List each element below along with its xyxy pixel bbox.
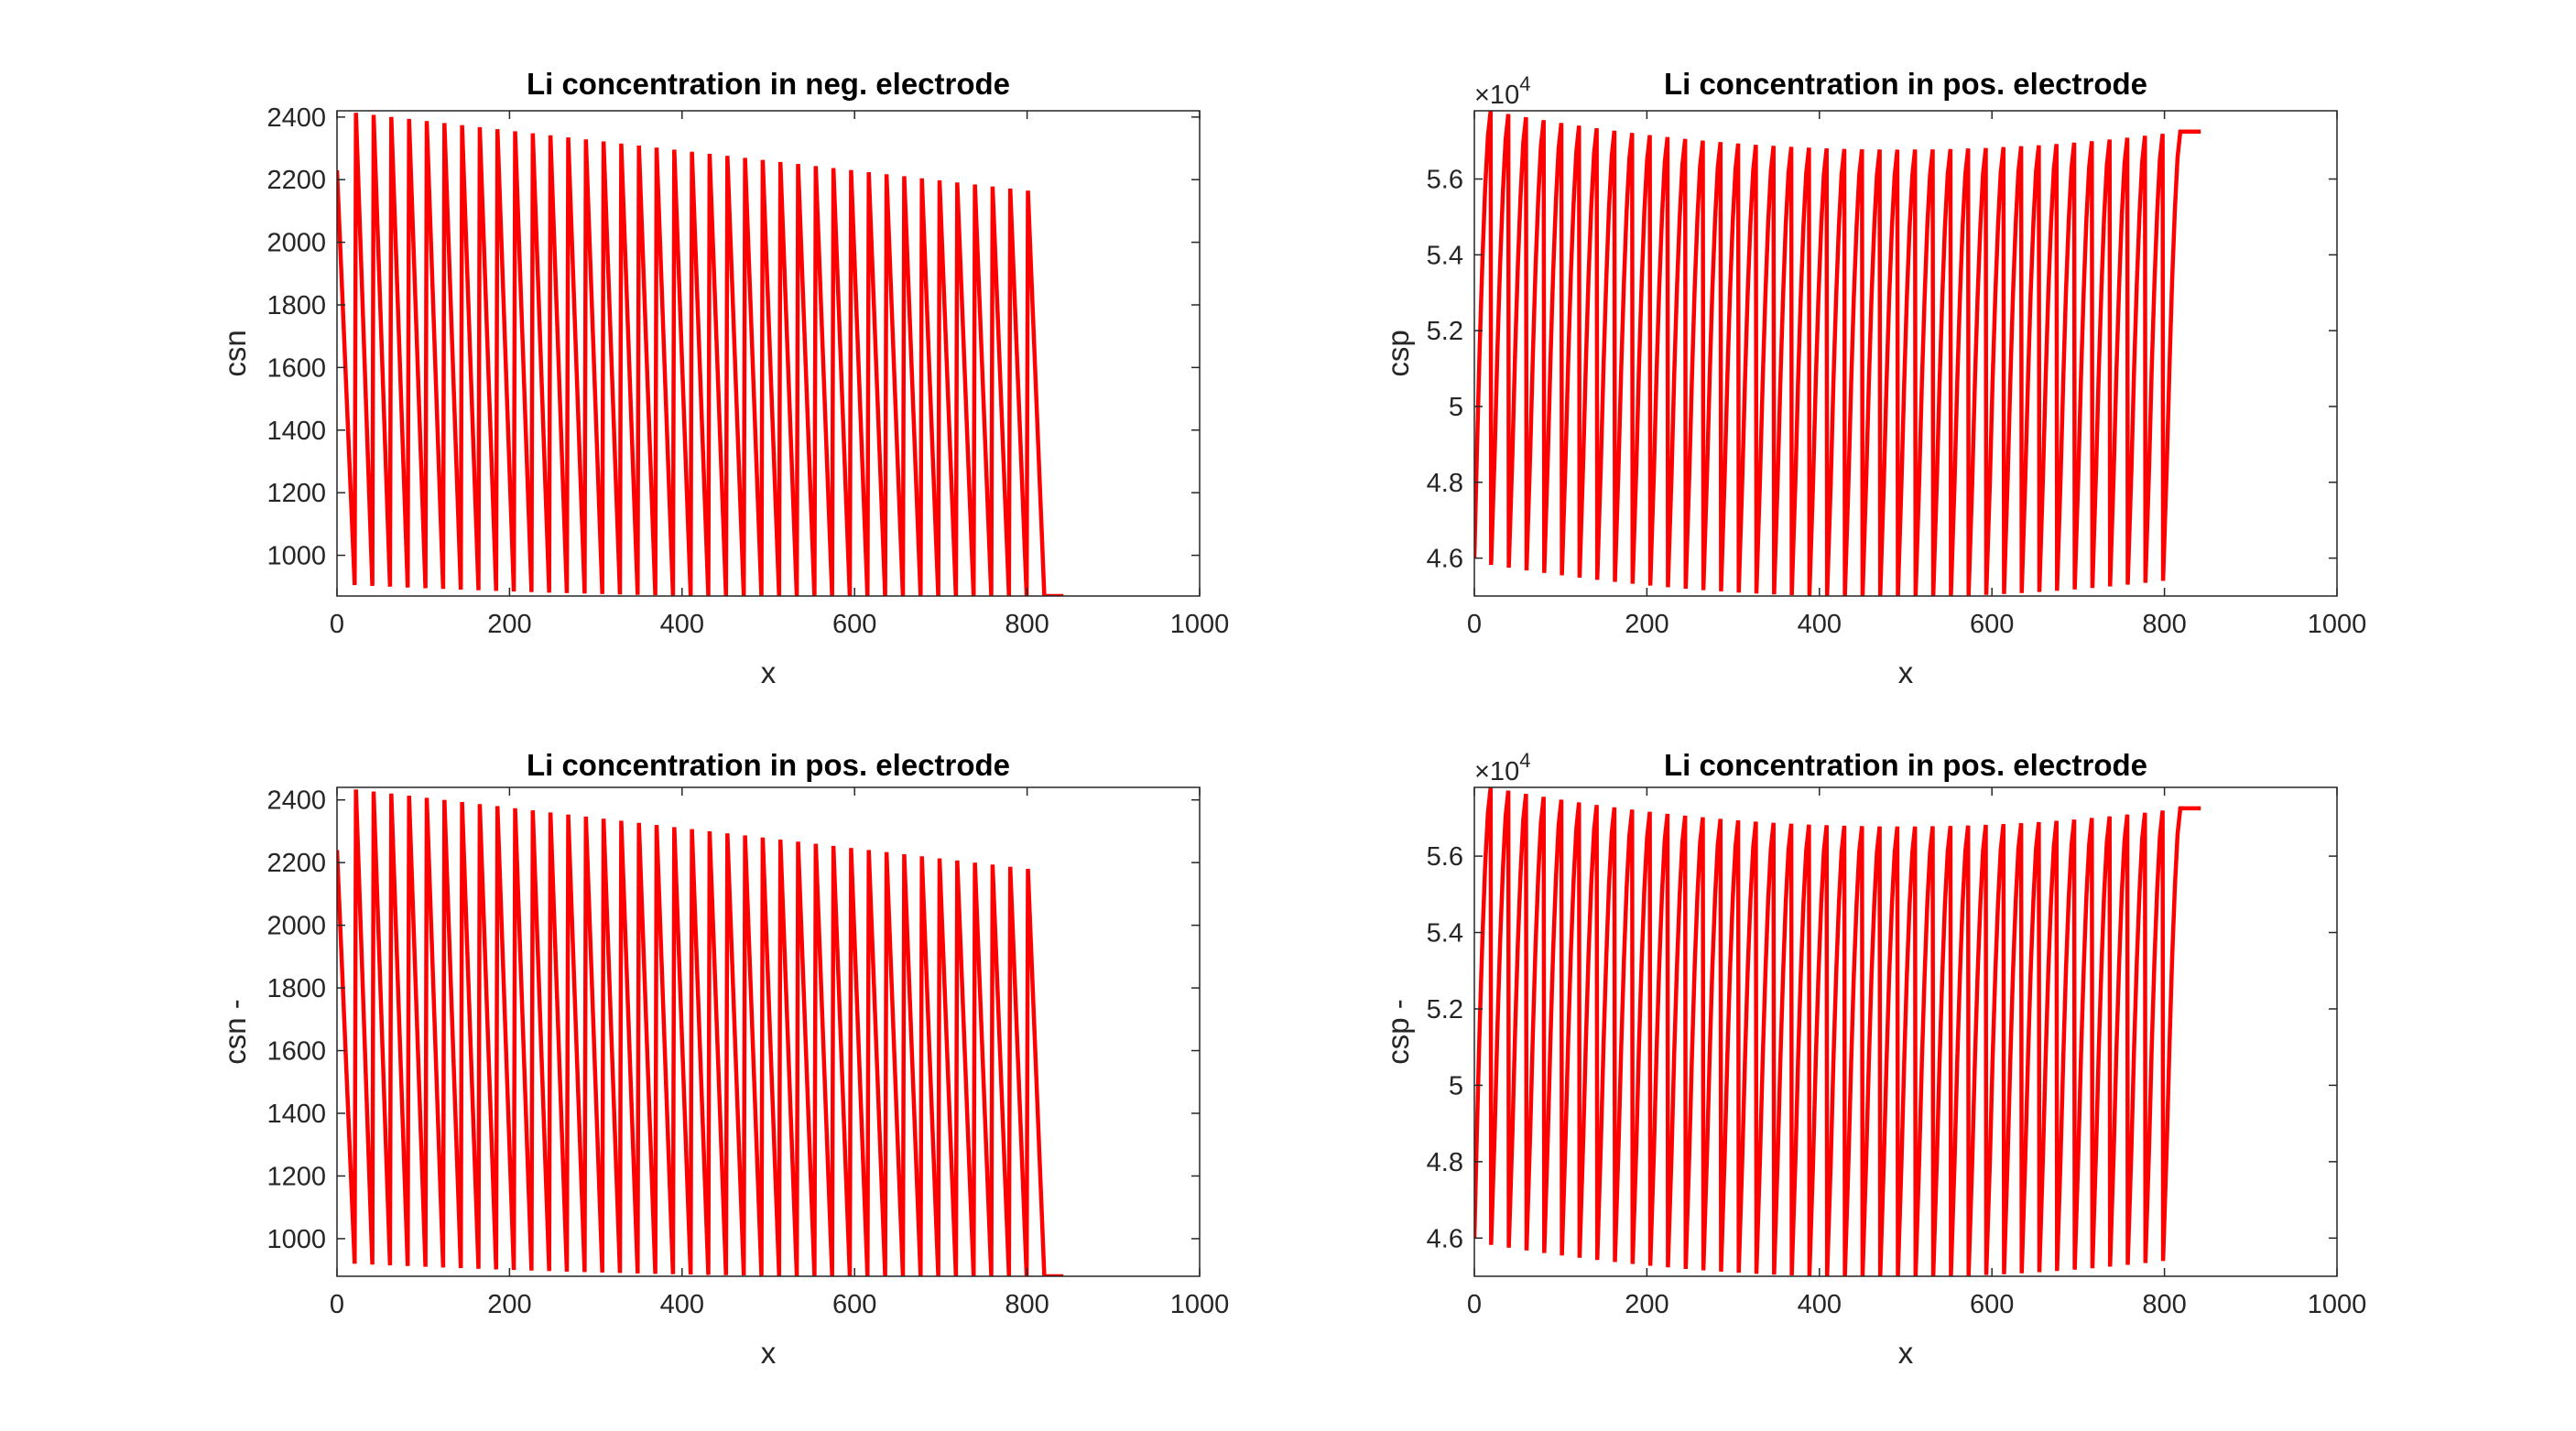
x-tick-label: 400: [1798, 610, 1842, 639]
y-tick-label: 1000: [266, 1225, 326, 1254]
y-tick-label: 5.2: [1427, 995, 1463, 1024]
x-tick-label: 600: [1970, 1290, 2014, 1319]
subplot-3-series-line: [337, 789, 1064, 1276]
y-tick-label: 5.4: [1427, 919, 1463, 949]
subplot-3-xlabel: x: [761, 1336, 777, 1370]
x-tick-label: 400: [1798, 1290, 1842, 1319]
subplot-4-series-line: [1474, 787, 2201, 1276]
y-tick-label: 2400: [266, 103, 326, 133]
y-tick-label: 4.8: [1427, 469, 1463, 498]
y-tick-label: 1000: [266, 542, 326, 571]
y-tick-label: 1200: [266, 1162, 326, 1191]
y-tick-label: 1400: [266, 1100, 326, 1129]
subplot-2-ylabel: csp: [1381, 330, 1415, 376]
x-tick-label: 200: [1625, 610, 1668, 639]
subplot-4-xlabel: x: [1898, 1336, 1914, 1370]
x-tick-label: 1000: [1170, 1290, 1230, 1319]
y-tick-label: 5.6: [1427, 166, 1463, 195]
subplot-3: Li concentration in pos. electrode 0 200 4…: [218, 748, 1229, 1370]
subplot-3-ylabel: csn -: [218, 999, 252, 1065]
subplot-4-plot-area: 0 200 400 600 800 1000 4.6 4.8 5 5.2 5.4 5.6: [1427, 786, 2367, 1319]
x-tick-label: 200: [487, 1290, 531, 1319]
y-tick-label: 1800: [266, 974, 326, 1003]
x-tick-label: 600: [832, 1290, 876, 1319]
subplot-1-axes-box: [336, 110, 1201, 597]
subplot-2-plot-area: 0 200 400 600 800 1000 4.6 4.8 5 5.2 5.4 5.6: [1427, 110, 2367, 639]
subplot-1: Li concentration in neg. electrode 0 200 4…: [218, 67, 1229, 689]
subplot-4: Li concentration in pos. electrode ×104 …: [1381, 748, 2366, 1370]
subplot-2-xlabel: x: [1898, 656, 1914, 689]
subplot-1-plot-area: 0 200 400 600 800 1000 1000 1200 1400 1600 1800 200…: [266, 103, 1229, 639]
x-tick-label: 800: [1005, 610, 1049, 639]
y-tick-label: 2000: [266, 229, 326, 258]
y-tick-label: 5: [1449, 393, 1463, 422]
y-tick-label: 5.2: [1427, 317, 1463, 346]
y-tick-label: 1600: [266, 1037, 326, 1067]
subplot-4-axes-box: [1473, 786, 2338, 1277]
y-tick-label: 1400: [266, 417, 326, 446]
x-tick-label: 1000: [2308, 1290, 2367, 1319]
subplot-2-series-line: [1474, 111, 2201, 596]
subplot-3-plot-area: 0 200 400 600 800 1000 1000 1200 1400 1600 1800 200…: [266, 786, 1229, 1319]
y-tick-label: 1800: [266, 291, 326, 320]
x-tick-label: 600: [832, 610, 876, 639]
subplot-4-title: Li concentration in pos. electrode: [1664, 748, 2147, 782]
subplot-1-series-line: [337, 113, 1064, 596]
y-tick-label: 4.8: [1427, 1148, 1463, 1177]
subplot-1-xlabel: x: [761, 656, 777, 689]
x-tick-label: 0: [330, 610, 344, 639]
x-tick-label: 0: [330, 1290, 344, 1319]
y-tick-label: 2200: [266, 166, 326, 195]
x-tick-label: 800: [2142, 1290, 2186, 1319]
subplot-3-axes-box: [336, 786, 1201, 1277]
subplot-2-axes-box: [1473, 110, 2338, 597]
x-tick-label: 400: [660, 610, 704, 639]
subplot-2: Li concentration in pos. electrode ×104 …: [1381, 67, 2366, 689]
x-tick-label: 1000: [1170, 610, 1230, 639]
y-tick-label: 4.6: [1427, 545, 1463, 574]
subplot-1-ylabel: csn: [218, 330, 252, 376]
y-tick-label: 5.6: [1427, 842, 1463, 872]
x-tick-label: 1000: [2308, 610, 2367, 639]
x-tick-label: 800: [1005, 1290, 1049, 1319]
subplot-2-title: Li concentration in pos. electrode: [1664, 67, 2147, 101]
subplot-3-title: Li concentration in pos. electrode: [527, 748, 1010, 782]
x-tick-label: 800: [2142, 610, 2186, 639]
x-tick-label: 200: [487, 610, 531, 639]
x-tick-label: 600: [1970, 610, 2014, 639]
y-tick-label: 5: [1449, 1071, 1463, 1100]
y-tick-label: 5.4: [1427, 241, 1463, 270]
y-tick-label: 1600: [266, 353, 326, 383]
subplot-4-ylabel: csp -: [1381, 999, 1415, 1065]
subplot-1-title: Li concentration in neg. electrode: [527, 67, 1010, 101]
x-tick-label: 400: [660, 1290, 704, 1319]
y-tick-label: 2200: [266, 849, 326, 878]
y-tick-label: 1200: [266, 479, 326, 508]
y-tick-label: 4.6: [1427, 1224, 1463, 1253]
y-tick-label: 2000: [266, 912, 326, 941]
x-tick-label: 200: [1625, 1290, 1668, 1319]
x-tick-label: 0: [1467, 1290, 1482, 1319]
x-tick-label: 0: [1467, 610, 1482, 639]
y-tick-label: 2400: [266, 786, 326, 816]
